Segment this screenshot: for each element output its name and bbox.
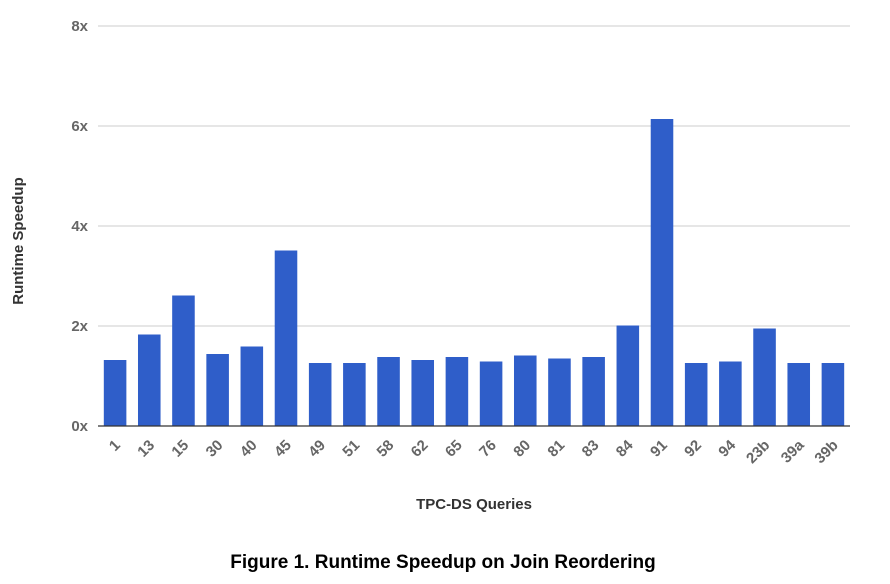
gridlines [98, 25, 850, 327]
bar-62 [411, 360, 435, 426]
x-tick-label: 81 [544, 437, 568, 461]
x-tick-label: 39b [811, 437, 841, 467]
x-tick-label: 15 [168, 437, 192, 461]
bar-80 [513, 355, 537, 426]
bar-81 [548, 358, 571, 426]
bar-45 [274, 250, 298, 426]
bar-1 [103, 360, 127, 426]
bar-23b [753, 328, 776, 426]
y-tick-label: 8x [71, 18, 88, 35]
bar-39b [821, 363, 845, 426]
bar-76 [479, 361, 503, 426]
x-tick-label: 76 [476, 437, 500, 461]
x-tick-label: 62 [408, 437, 432, 461]
y-axis-ticks: 0x 2x 4x 6x 8x [71, 18, 88, 435]
x-tick-label: 84 [613, 436, 637, 460]
x-tick-label: 1 [106, 437, 124, 455]
x-tick-label: 94 [715, 436, 739, 460]
x-tick-label: 30 [203, 437, 227, 461]
x-tick-label: 45 [271, 437, 295, 461]
y-tick-label: 2x [71, 318, 88, 335]
x-tick-label: 92 [681, 437, 705, 461]
y-tick-label: 0x [71, 418, 88, 435]
y-tick-label: 6x [71, 118, 88, 135]
x-axis-label: TPC-DS Queries [416, 496, 532, 513]
x-tick-label: 39a [778, 436, 808, 466]
x-tick-label: 40 [237, 437, 261, 461]
y-tick-label: 4x [71, 218, 88, 235]
bar-84 [616, 325, 640, 426]
bar-65 [445, 357, 469, 426]
x-tick-label: 58 [374, 437, 398, 461]
x-axis-ticks: 1 13 15 30 40 45 49 51 58 62 65 76 80 81 83 84 91 92 94 23b… [106, 436, 842, 467]
x-tick-label: 65 [442, 437, 466, 461]
x-tick-label: 80 [510, 437, 534, 461]
bar-15 [172, 295, 195, 426]
bar-30 [206, 354, 229, 426]
bar-91 [650, 119, 674, 426]
y-axis-label: Runtime Speedup [10, 177, 27, 305]
x-tick-label: 23b [743, 437, 773, 467]
bar-49 [308, 363, 332, 426]
x-tick-label: 13 [134, 437, 158, 461]
bar-58 [377, 357, 400, 426]
x-tick-label: 49 [305, 437, 329, 461]
bar-39a [787, 363, 811, 426]
x-tick-label: 51 [339, 437, 363, 461]
bar-51 [343, 363, 366, 426]
bar-94 [719, 361, 742, 426]
figure-caption: Figure 1. Runtime Speedup on Join Reorde… [230, 552, 655, 573]
bar-83 [582, 357, 605, 426]
x-tick-label: 91 [647, 437, 671, 461]
bar-40 [240, 346, 264, 426]
bar-92 [684, 363, 708, 426]
x-tick-label: 83 [579, 437, 603, 461]
bars [103, 119, 845, 426]
bar-13 [137, 334, 161, 426]
